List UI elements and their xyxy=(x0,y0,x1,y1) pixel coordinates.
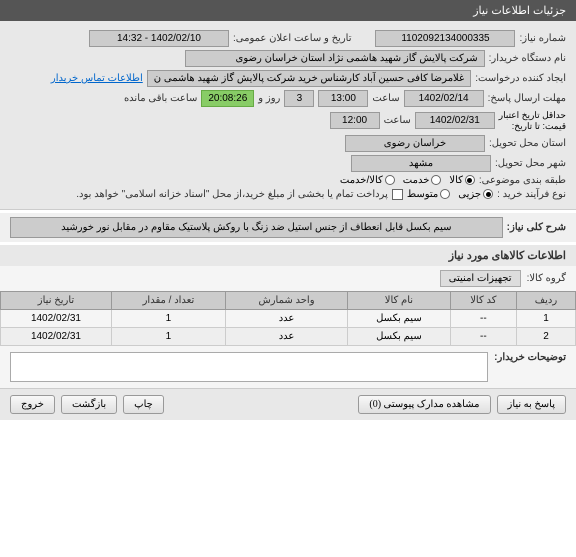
row-need-number: شماره نیاز: 1102092134000335 تاریخ و ساع… xyxy=(10,30,566,47)
radio-both-label: کالا/خدمت xyxy=(340,175,383,186)
table-header-row: ردیف کد کالا نام کالا واحد شمارش تعداد /… xyxy=(1,291,576,309)
buyer-desc-label: توضیحات خریدار: xyxy=(494,352,566,363)
buyer-desc-row: توضیحات خریدار: xyxy=(0,346,576,388)
section-goods-title: اطلاعات کالاهای مورد نیاز xyxy=(0,245,576,266)
print-button[interactable]: چاپ xyxy=(123,395,164,414)
cell: -- xyxy=(450,309,516,327)
process-label: نوع فرآیند خرید : xyxy=(497,189,566,200)
reply-button[interactable]: پاسخ به نیاز xyxy=(497,395,567,414)
radio-dot-icon xyxy=(385,175,395,185)
cell: -- xyxy=(450,327,516,345)
cell: 1 xyxy=(517,309,576,327)
row-requester: ایجاد کننده درخواست: غلامرضا کافی حسین آ… xyxy=(10,70,566,87)
group-label: گروه کالا: xyxy=(527,273,566,284)
remaining-label: ساعت باقی مانده xyxy=(124,93,197,104)
validity-label: حداقل تاریخ اعتبار قیمت: تا تاریخ: xyxy=(499,110,566,132)
row-description: شرح کلی نیاز: سیم بکسل قابل انعطاف از جن… xyxy=(0,213,576,242)
need-number-label: شماره نیاز: xyxy=(519,33,566,44)
city-label: شهر محل تحویل: xyxy=(495,158,566,169)
row-process: نوع فرآیند خرید : جزیی متوسط پرداخت تمام… xyxy=(10,189,566,200)
remaining-time: 20:08:26 xyxy=(201,90,254,107)
buyer-org-label: نام دستگاه خریدار: xyxy=(489,53,566,64)
province-value: خراسان رضوی xyxy=(345,135,485,152)
col-date: تاریخ نیاز xyxy=(1,291,112,309)
row-province: استان محل تحویل: خراسان رضوی xyxy=(10,135,566,152)
validity-time: 12:00 xyxy=(330,112,380,129)
radio-both[interactable]: کالا/خدمت xyxy=(340,175,395,186)
col-name: نام کالا xyxy=(348,291,451,309)
radio-dot-icon xyxy=(483,189,493,199)
row-buyer-org: نام دستگاه خریدار: شرکت پالایش گاز شهید … xyxy=(10,50,566,67)
province-label: استان محل تحویل: xyxy=(489,138,566,149)
cell: سیم بکسل xyxy=(348,309,451,327)
days-label: روز و xyxy=(258,93,280,104)
radio-goods-label: کالا xyxy=(449,175,463,186)
city-value: مشهد xyxy=(351,155,491,172)
table-row[interactable]: 2 -- سیم بکسل عدد 1 1402/02/31 xyxy=(1,327,576,345)
form-section: شماره نیاز: 1102092134000335 تاریخ و ساع… xyxy=(0,21,576,210)
payment-checkbox[interactable] xyxy=(392,189,403,200)
buyer-org-value: شرکت پالایش گاز شهید هاشمی نژاد استان خر… xyxy=(185,50,485,67)
row-classify: طبقه بندی موضوعی: کالا خدمت کالا/خدمت xyxy=(10,175,566,186)
radio-dot-icon xyxy=(431,175,441,185)
validity-date: 1402/02/31 xyxy=(415,112,495,129)
buyer-desc-textarea xyxy=(10,352,488,382)
requester-label: ایجاد کننده درخواست: xyxy=(475,73,566,84)
radio-service[interactable]: خدمت xyxy=(403,175,442,186)
payment-note: پرداخت تمام یا بخشی از مبلغ خرید،از محل … xyxy=(76,189,388,200)
header-bar: جزئیات اطلاعات نیاز xyxy=(0,0,576,21)
cell: 1402/02/31 xyxy=(1,327,112,345)
radio-dot-icon xyxy=(465,175,475,185)
group-value: تجهیزات امنیتی xyxy=(440,270,521,287)
cell: 1 xyxy=(111,327,225,345)
deadline-time: 13:00 xyxy=(318,90,368,107)
classify-label: طبقه بندی موضوعی: xyxy=(479,175,566,186)
validity-label-line2: قیمت: تا تاریخ: xyxy=(499,121,566,132)
classify-radio-group: کالا خدمت کالا/خدمت xyxy=(340,175,475,186)
row-validity: حداقل تاریخ اعتبار قیمت: تا تاریخ: 1402/… xyxy=(10,110,566,132)
row-city: شهر محل تحویل: مشهد xyxy=(10,155,566,172)
cell: عدد xyxy=(225,309,347,327)
goods-table: ردیف کد کالا نام کالا واحد شمارش تعداد /… xyxy=(0,291,576,346)
announce-label: تاریخ و ساعت اعلان عمومی: xyxy=(233,33,352,44)
row-deadline: مهلت ارسال پاسخ: 1402/02/14 ساعت 13:00 3… xyxy=(10,90,566,107)
back-button[interactable]: بازگشت xyxy=(61,395,117,414)
col-code: کد کالا xyxy=(450,291,516,309)
radio-partial-label: جزیی xyxy=(458,189,481,200)
radio-goods[interactable]: کالا xyxy=(449,175,475,186)
cell: عدد xyxy=(225,327,347,345)
radio-service-label: خدمت xyxy=(403,175,430,186)
deadline-date: 1402/02/14 xyxy=(404,90,484,107)
group-row: گروه کالا: تجهیزات امنیتی xyxy=(0,266,576,291)
attachments-button[interactable]: مشاهده مدارک پیوستی (0) xyxy=(358,395,490,414)
radio-medium-label: متوسط xyxy=(407,189,438,200)
cell: 1 xyxy=(111,309,225,327)
days-count: 3 xyxy=(284,90,314,107)
exit-button[interactable]: خروج xyxy=(10,395,55,414)
button-bar: پاسخ به نیاز مشاهده مدارک پیوستی (0) چاپ… xyxy=(0,388,576,420)
radio-medium[interactable]: متوسط xyxy=(407,189,450,200)
desc-label: شرح کلی نیاز: xyxy=(507,222,566,233)
col-qty: تعداد / مقدار xyxy=(111,291,225,309)
table-row[interactable]: 1 -- سیم بکسل عدد 1 1402/02/31 xyxy=(1,309,576,327)
radio-dot-icon xyxy=(440,189,450,199)
time-label-1: ساعت xyxy=(372,93,399,104)
radio-partial[interactable]: جزیی xyxy=(458,189,493,200)
header-title: جزئیات اطلاعات نیاز xyxy=(473,5,566,17)
col-row: ردیف xyxy=(517,291,576,309)
process-radio-group: جزیی متوسط xyxy=(407,189,493,200)
contact-link[interactable]: اطلاعات تماس خریدار xyxy=(51,73,143,84)
time-label-2: ساعت xyxy=(384,115,411,126)
requester-value: غلامرضا کافی حسین آباد کارشناس خرید شرکت… xyxy=(147,70,472,87)
need-number-value: 1102092134000335 xyxy=(375,30,515,47)
cell: 1402/02/31 xyxy=(1,309,112,327)
deadline-label: مهلت ارسال پاسخ: xyxy=(488,93,566,104)
validity-label-line1: حداقل تاریخ اعتبار xyxy=(499,110,566,121)
cell: 2 xyxy=(517,327,576,345)
cell: سیم بکسل xyxy=(348,327,451,345)
col-unit: واحد شمارش xyxy=(225,291,347,309)
desc-value: سیم بکسل قابل انعطاف از جنس استیل ضد زنگ… xyxy=(10,217,503,238)
announce-value: 1402/02/10 - 14:32 xyxy=(89,30,229,47)
